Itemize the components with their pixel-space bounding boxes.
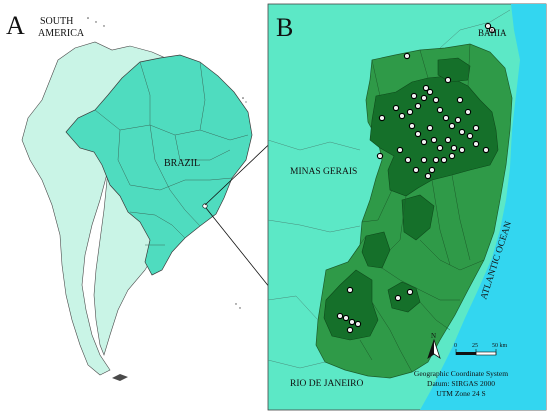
sample-point: [394, 294, 402, 302]
sample-point: [354, 320, 362, 328]
sample-point: [472, 140, 480, 148]
sample-point: [346, 326, 354, 334]
north-label: N: [431, 332, 436, 340]
brazil-state-borders: [94, 61, 249, 246]
rio-de-janeiro-label: RIO DE JANEIRO: [290, 379, 363, 389]
panel-a-letter: A: [6, 11, 25, 40]
south-zone-1: [323, 269, 379, 341]
brazil-shape: [65, 54, 253, 276]
panel-b: B BAHIA MINAS GERAIS RIO DE JANEIRO ATLA…: [267, 3, 547, 411]
crs-line-3: UTM Zone 24 S: [436, 389, 485, 398]
sample-point: [346, 286, 354, 294]
sample-point: [472, 124, 480, 132]
sample-point: [488, 26, 496, 34]
scale-bar: 0 25 50 km: [454, 343, 508, 356]
sample-point: [424, 172, 432, 180]
sample-point: [406, 108, 414, 116]
sample-point: [392, 104, 400, 112]
sample-point: [448, 152, 456, 160]
sample-point: [404, 156, 412, 164]
sample-point: [456, 96, 464, 104]
sample-point: [410, 92, 418, 100]
sample-point: [414, 130, 422, 138]
sample-point: [408, 122, 416, 130]
sample-point: [426, 88, 434, 96]
sample-point: [342, 314, 350, 322]
scale-tick-50: 50 km: [492, 343, 508, 349]
sample-points: [336, 22, 496, 334]
sample-point: [426, 124, 434, 132]
scale-tick-0: 0: [454, 343, 457, 349]
sample-point: [466, 132, 474, 140]
sample-point: [430, 136, 438, 144]
municipal-borders: [347, 43, 485, 373]
atlantic-ocean: [420, 4, 546, 410]
panel-b-letter: B: [276, 13, 293, 42]
scale-tick-25: 25: [472, 343, 478, 349]
crs-line-1: Geographic Coordinate System: [414, 369, 508, 378]
sample-point: [442, 114, 450, 122]
sample-point: [420, 156, 428, 164]
sample-point: [378, 114, 386, 122]
america-label: AMERICA: [38, 28, 85, 39]
south-label: SOUTH: [40, 16, 73, 27]
sample-point: [420, 138, 428, 146]
sample-point: [448, 122, 456, 130]
minas-gerais-label: MINAS GERAIS: [290, 167, 357, 177]
sample-point: [444, 76, 452, 84]
sample-point: [414, 102, 422, 110]
sample-point: [412, 166, 420, 174]
sample-point: [482, 146, 490, 154]
sample-point: [436, 144, 444, 152]
sample-point: [428, 166, 436, 174]
brazil-label: BRAZIL: [164, 158, 200, 169]
sample-point: [432, 96, 440, 104]
sample-point: [422, 84, 430, 92]
sample-point: [432, 156, 440, 164]
sample-point: [420, 94, 428, 102]
sample-point: [454, 116, 462, 124]
sample-point: [406, 288, 414, 296]
sample-point: [376, 152, 384, 160]
islands: [87, 17, 247, 381]
study-area-marker: [202, 203, 208, 209]
sample-point: [444, 136, 452, 144]
panel-a: A SOUTH AMERICA BRAZIL: [6, 11, 319, 381]
sample-point: [458, 128, 466, 136]
sample-point: [440, 156, 448, 164]
sample-point: [396, 146, 404, 154]
state-outlines: [267, 9, 511, 369]
sample-point: [403, 52, 411, 60]
north-arrow: N: [427, 332, 441, 359]
sample-point: [458, 146, 466, 154]
crs-line-2: Datum: SIRGAS 2000: [427, 379, 495, 388]
bahia-label: BAHIA: [478, 28, 507, 38]
sample-point: [450, 144, 458, 152]
sample-point: [348, 318, 356, 326]
sample-point: [484, 22, 492, 30]
sample-point: [336, 312, 344, 320]
north-tip-zone: [437, 57, 471, 83]
sample-point: [436, 106, 444, 114]
sample-point: [398, 112, 406, 120]
central-zone-1: [401, 194, 435, 241]
sample-point: [464, 108, 472, 116]
